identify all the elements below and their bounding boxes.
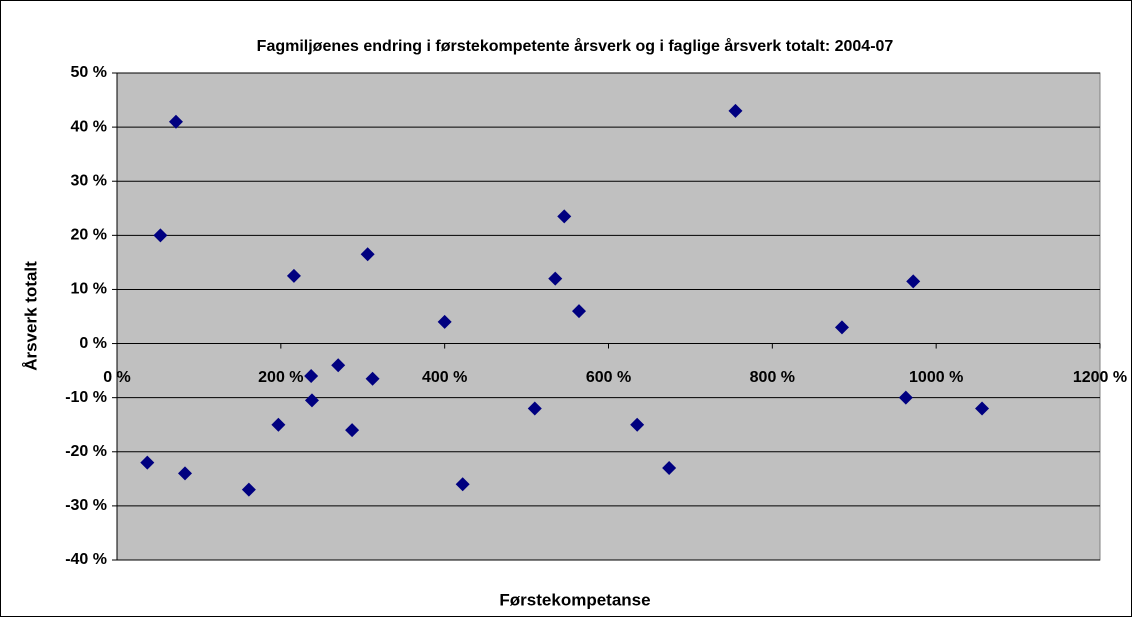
- x-tick-label: 600 %: [586, 369, 631, 386]
- plot-area: [116, 72, 1101, 561]
- point: [271, 417, 286, 432]
- point: [630, 417, 645, 432]
- y-tick-label: 0 %: [79, 335, 107, 352]
- x-tick-label: 1000 %: [909, 369, 963, 386]
- point: [331, 358, 346, 373]
- point: [557, 209, 572, 224]
- point: [572, 304, 587, 319]
- x-tick-label: 0 %: [103, 369, 131, 386]
- point: [728, 103, 743, 118]
- y-axis-title: Årsverk totalt: [21, 261, 40, 371]
- point: [360, 247, 375, 262]
- point: [898, 390, 913, 405]
- y-tick-label: -20 %: [65, 443, 107, 460]
- point: [527, 401, 542, 416]
- x-tick-label: 800 %: [750, 369, 795, 386]
- y-tick-label: 50 %: [71, 64, 107, 81]
- y-tick-label: 30 %: [71, 172, 107, 189]
- x-tick-label: 200 %: [258, 369, 303, 386]
- y-tick-label: -30 %: [65, 497, 107, 514]
- point: [286, 268, 301, 283]
- point: [241, 482, 256, 497]
- point: [140, 455, 155, 470]
- point: [834, 320, 849, 335]
- point: [168, 114, 183, 129]
- y-tick-label: 10 %: [71, 281, 107, 298]
- y-tick-label: -10 %: [65, 389, 107, 406]
- point: [548, 271, 563, 286]
- point: [906, 274, 921, 289]
- point: [345, 423, 360, 438]
- point: [662, 461, 677, 476]
- chart-title: Fagmiljøenes endring i førstekompetente …: [257, 37, 894, 55]
- y-tick-label: -40 %: [65, 551, 107, 568]
- point: [455, 477, 470, 492]
- y-tick-label: 40 %: [71, 118, 107, 135]
- point: [304, 393, 319, 408]
- point: [365, 371, 380, 386]
- point: [304, 369, 319, 384]
- point: [975, 401, 990, 416]
- point: [153, 228, 168, 243]
- x-tick-label: 1200 %: [1073, 369, 1127, 386]
- point: [177, 466, 192, 481]
- y-tick-label: 20 %: [71, 227, 107, 244]
- x-axis-title: Førstekompetanse: [499, 590, 650, 609]
- point: [437, 314, 452, 329]
- x-tick-label: 400 %: [422, 369, 467, 386]
